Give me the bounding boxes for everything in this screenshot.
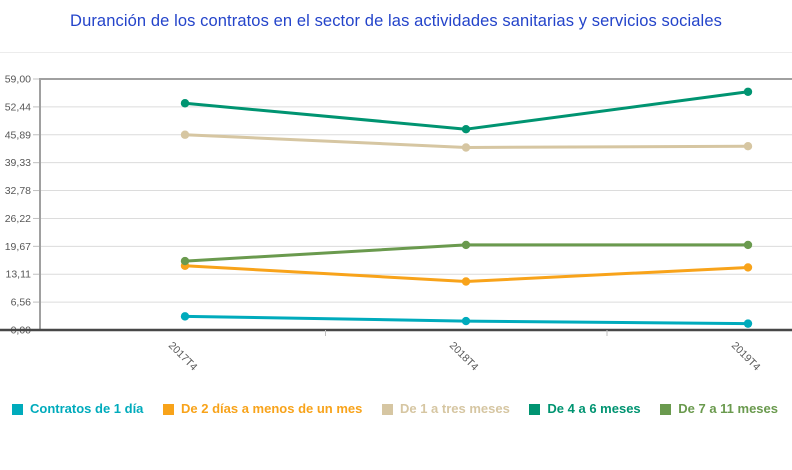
legend-marker-icon [381,403,393,415]
legend-label: De 4 a 6 meses [547,401,641,416]
y-axis-label: 45,89 [5,129,31,141]
legend-item-de-4-a-6-meses[interactable]: De 4 a 6 meses [529,399,641,419]
y-axis-label: 39,33 [5,157,31,169]
y-axis-label: 32,78 [5,185,31,197]
legend-marker-icon [660,403,672,415]
data-point-de-1-a-tres-meses-2018T4[interactable] [461,143,471,152]
y-axis-label: 52,44 [5,101,31,113]
y-axis-label: 19,67 [5,241,31,253]
y-axis-label: 59,00 [5,74,31,86]
line-chart: 0,006,5613,1119,6726,2232,7839,3345,8952… [0,74,792,374]
plot-area: 0,006,5613,1119,6726,2232,7839,3345,8952… [0,52,792,419]
data-point-de-2-dias-a-menos-de-un-mes-2018T4[interactable] [461,277,471,286]
legend-item-de-2-dias-a-menos-de-un-mes[interactable]: De 2 días a menos de un mes [163,399,362,419]
data-point-de-7-a-11-meses-2017T4[interactable] [180,256,190,266]
legend-item-de-7-a-11-meses[interactable]: De 7 a 11 meses [660,399,778,419]
series-line-de-4-a-6-meses[interactable] [183,90,750,131]
x-axis-label: 2019T4 [729,340,763,374]
data-point-de-2-dias-a-menos-de-un-mes-2019T4[interactable] [743,263,753,272]
legend-marker-icon [163,403,175,415]
data-point-de-4-a-6-meses-2018T4[interactable] [461,125,471,134]
legend-item-contratos-de-1-dia[interactable]: Contratos de 1 día [12,399,143,419]
legend-label: Contratos de 1 día [30,401,144,416]
legend-marker-icon [529,403,541,415]
data-point-de-1-a-tres-meses-2017T4[interactable] [180,130,190,139]
x-axis-label: 2018T4 [447,340,481,374]
y-axis-label: 13,11 [6,269,32,281]
legend-label: De 2 días a menos de un mes [181,401,363,416]
legend-label: De 1 a tres meses [399,401,510,416]
chart-legend: Contratos de 1 día De 2 días a menos de u… [0,399,792,419]
data-point-de-7-a-11-meses-2018T4[interactable] [461,240,471,250]
data-point-de-7-a-11-meses-2019T4[interactable] [743,240,753,250]
chart-title: Duranción de los contratos en el sector … [70,12,722,30]
y-axis-label: 26,22 [5,213,31,225]
legend-label: De 7 a 11 meses [678,401,778,416]
legend-item-de-1-a-tres-meses[interactable]: De 1 a tres meses [381,399,510,419]
y-axis-label: 6,56 [11,297,32,309]
x-axis-label: 2017T4 [166,340,200,374]
data-point-contratos-de-1-dia-2017T4[interactable] [180,312,190,321]
legend-marker-icon [12,403,23,415]
data-point-contratos-de-1-dia-2018T4[interactable] [461,316,471,326]
data-point-de-4-a-6-meses-2017T4[interactable] [180,99,190,108]
data-point-de-4-a-6-meses-2019T4[interactable] [743,87,753,96]
data-point-contratos-de-1-dia-2019T4[interactable] [743,319,753,328]
data-point-de-1-a-tres-meses-2019T4[interactable] [743,142,753,151]
